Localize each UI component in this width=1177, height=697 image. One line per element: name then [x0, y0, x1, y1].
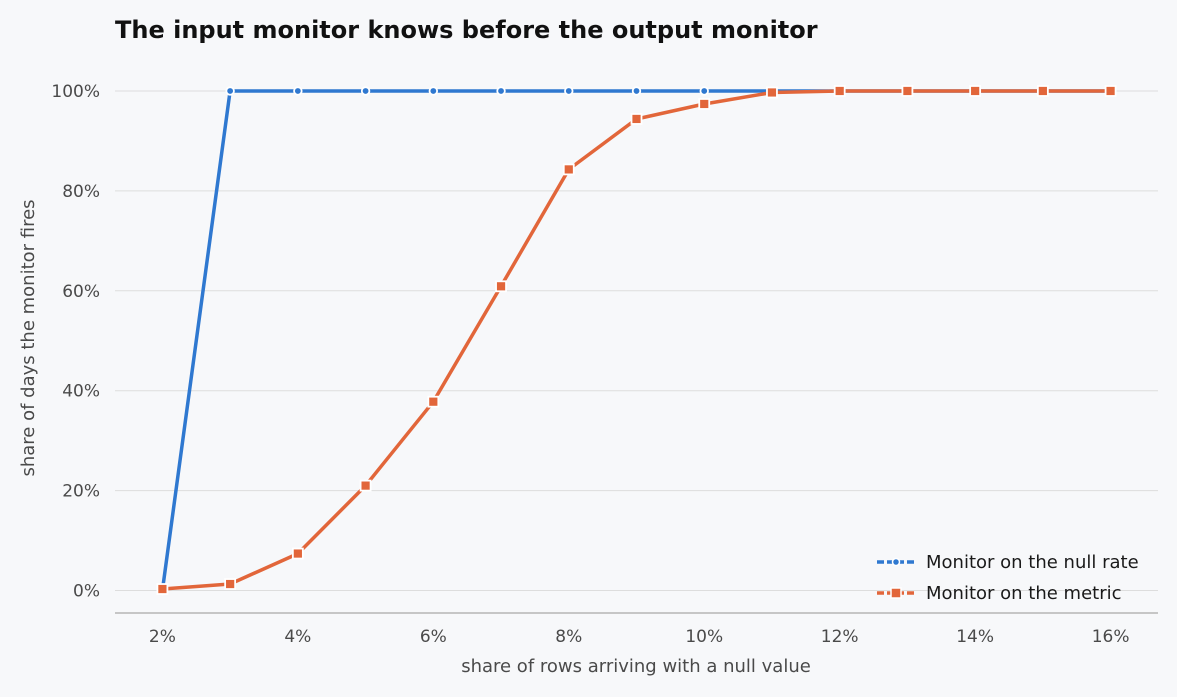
legend-marker-null-rate [891, 557, 901, 567]
data-point-metric [291, 547, 304, 560]
data-point-metric [969, 85, 982, 97]
data-point-metric [427, 395, 440, 408]
data-point-metric [833, 85, 846, 97]
data-point-null-rate [564, 86, 574, 96]
data-point-metric [495, 280, 507, 293]
series-layer [156, 85, 1117, 596]
data-point-null-rate [293, 86, 303, 96]
data-point-metric [156, 583, 169, 595]
y-tick-label: 80% [62, 182, 100, 202]
chart-title: The input monitor knows before the outpu… [115, 16, 818, 44]
y-tick-label: 0% [73, 582, 100, 602]
y-tick-label: 40% [62, 382, 100, 402]
data-point-metric [630, 113, 643, 125]
x-tick-label: 2% [149, 627, 176, 647]
legend-label-metric: Monitor on the metric [926, 583, 1122, 604]
series-metric [156, 85, 1117, 595]
series-line-metric [160, 89, 1113, 591]
legend-marker-metric [890, 587, 902, 599]
data-point-null-rate [631, 86, 642, 96]
y-tick-label: 20% [62, 482, 100, 502]
data-point-metric [562, 163, 575, 176]
data-point-metric [698, 98, 711, 110]
legend-item-null-rate: Monitor on the null rate [877, 552, 1139, 573]
x-tick-label: 16% [1092, 627, 1130, 647]
data-point-metric [359, 479, 372, 492]
series-null-rate [157, 86, 1116, 596]
legend-label-null-rate: Monitor on the null rate [926, 552, 1139, 573]
data-point-metric [766, 86, 778, 99]
x-tick-label: 8% [555, 627, 582, 647]
data-point-metric [1036, 85, 1049, 97]
x-tick-label: 6% [420, 627, 447, 647]
data-point-metric [224, 578, 237, 590]
x-axis-label: share of rows arriving with a null value [461, 656, 811, 677]
legend-item-metric: Monitor on the metric [877, 583, 1122, 604]
x-tick-label: 10% [685, 627, 723, 647]
y-axis-label: share of days the monitor fires [18, 199, 39, 476]
data-point-null-rate [225, 86, 235, 96]
data-point-null-rate [360, 86, 371, 96]
data-point-null-rate [496, 86, 506, 96]
x-axis-ticks: 2% 4% 6% 8% 10% 12% 14% 16% [149, 627, 1130, 647]
y-tick-label: 100% [51, 82, 100, 102]
y-tick-label: 60% [62, 282, 100, 302]
legend: Monitor on the null rate Monitor on the … [877, 552, 1139, 604]
grid [115, 90, 1158, 592]
x-tick-label: 12% [821, 627, 859, 647]
x-tick-label: 4% [284, 627, 311, 647]
data-point-null-rate [428, 86, 439, 96]
series-line-null-rate [160, 89, 1113, 593]
data-point-null-rate [699, 86, 709, 96]
x-tick-label: 14% [956, 627, 994, 647]
data-point-metric [1104, 85, 1117, 97]
data-point-metric [901, 85, 914, 97]
y-axis-ticks: 0% 20% 40% 60% 80% 100% [51, 82, 100, 602]
